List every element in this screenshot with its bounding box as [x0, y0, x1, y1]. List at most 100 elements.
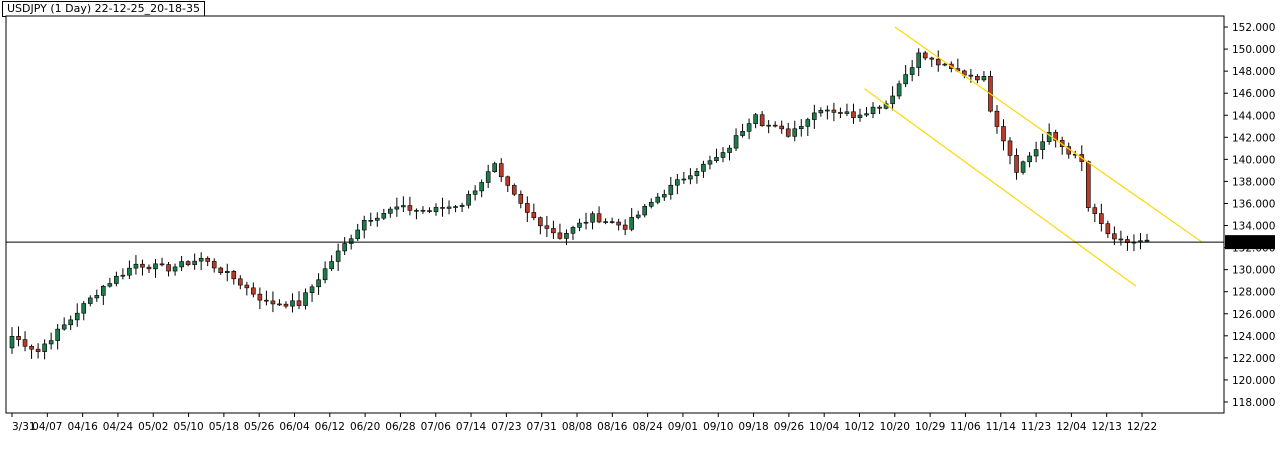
x-tick-label: 11/14	[986, 421, 1017, 433]
candle	[733, 128, 739, 152]
candle	[772, 121, 778, 128]
candle	[329, 255, 334, 272]
trend-channel	[864, 26, 1203, 287]
candle	[714, 148, 719, 163]
candle	[55, 324, 60, 350]
candle	[740, 123, 745, 138]
candle	[1033, 141, 1039, 163]
candle	[1118, 230, 1124, 246]
candle	[988, 70, 993, 113]
candle-body	[785, 128, 791, 137]
candle	[759, 111, 765, 127]
candle-body	[1112, 233, 1117, 240]
candle	[616, 218, 621, 231]
y-tick-label: 148.000	[1232, 66, 1275, 78]
y-tick-label: 124.000	[1232, 331, 1275, 343]
candle	[185, 260, 191, 267]
candle	[361, 215, 367, 239]
candle	[407, 196, 413, 216]
y-tick-label: 134.000	[1232, 221, 1275, 233]
candle-body	[629, 217, 634, 230]
candle	[609, 217, 615, 224]
candle-body	[1014, 155, 1019, 173]
candle-body	[498, 163, 504, 178]
candle-body	[772, 124, 778, 127]
candle-body	[74, 312, 80, 321]
candle	[81, 301, 87, 321]
candle	[1085, 160, 1091, 212]
current-price-label: 132.494	[1229, 237, 1273, 249]
candle-body	[505, 176, 511, 186]
candle	[316, 273, 321, 295]
candle-body	[642, 206, 648, 216]
candle	[681, 171, 687, 184]
candle-body	[981, 76, 987, 81]
candle	[205, 256, 210, 267]
candle-body	[648, 201, 654, 207]
candle	[551, 220, 556, 239]
candle	[935, 50, 941, 72]
candle-body	[929, 57, 935, 60]
candle-body	[407, 205, 413, 211]
candle	[655, 193, 661, 205]
candle	[720, 147, 726, 163]
x-tick-label: 07/14	[456, 421, 487, 433]
candle-body	[198, 257, 204, 262]
candle-body	[55, 328, 60, 341]
candle	[322, 261, 328, 284]
candle-body	[218, 267, 224, 274]
candle	[140, 259, 145, 276]
candle-body	[68, 319, 74, 326]
candle-body	[805, 119, 811, 127]
candle-body	[583, 221, 589, 224]
candle-body	[453, 206, 458, 208]
candle-body	[368, 219, 374, 222]
candle-body	[120, 274, 126, 277]
candle-body	[264, 299, 269, 302]
candle-body	[472, 190, 478, 195]
candle-body	[329, 261, 334, 270]
candle-body	[668, 184, 674, 195]
x-tick-label: 04/16	[67, 421, 98, 433]
candle-body	[401, 205, 406, 208]
candle-body	[277, 303, 282, 306]
candle	[74, 303, 80, 327]
candle-body	[127, 267, 132, 276]
candle-body	[9, 336, 15, 349]
x-tick-label: 07/31	[527, 421, 557, 433]
candle	[459, 202, 465, 212]
candle-body	[590, 213, 595, 223]
y-tick-label: 140.000	[1232, 154, 1275, 166]
candle-body	[688, 175, 693, 180]
candle	[590, 211, 595, 230]
candle	[557, 223, 563, 240]
candle-body	[485, 171, 491, 183]
candle	[172, 263, 178, 276]
candle-body	[1092, 207, 1098, 214]
candle	[9, 327, 15, 354]
candle	[727, 145, 732, 161]
candle	[1001, 119, 1006, 151]
candle-body	[270, 300, 276, 305]
candle-body	[22, 339, 28, 347]
candle	[890, 86, 895, 111]
candle	[929, 56, 935, 67]
candle-body	[1085, 161, 1091, 208]
candle	[825, 105, 830, 120]
x-tick-label: 08/08	[562, 421, 592, 433]
candle-body	[616, 221, 621, 226]
candle-body	[661, 194, 667, 198]
candle-body	[322, 268, 328, 281]
candle-body	[427, 210, 432, 212]
candle	[857, 108, 863, 122]
candle	[805, 117, 811, 136]
candle-body	[655, 196, 661, 203]
candle-body	[609, 221, 615, 223]
candle	[159, 257, 165, 267]
candle	[440, 197, 445, 217]
candle	[994, 105, 1000, 134]
candle	[622, 219, 628, 236]
candle	[818, 107, 824, 117]
candle-body	[825, 109, 830, 112]
